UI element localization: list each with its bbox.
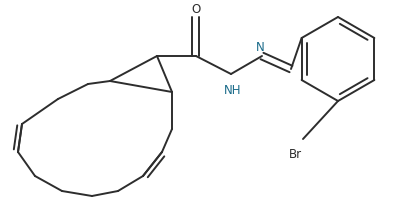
Text: NH: NH [224,84,242,97]
Text: O: O [191,3,201,16]
Text: Br: Br [288,147,301,160]
Text: N: N [256,41,264,54]
